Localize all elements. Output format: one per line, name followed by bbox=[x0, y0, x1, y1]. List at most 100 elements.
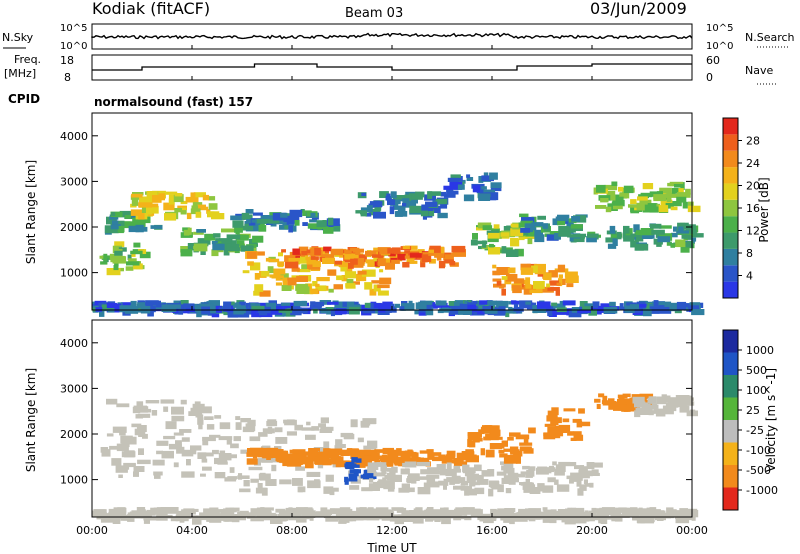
data-cell bbox=[173, 462, 179, 468]
data-cell bbox=[270, 516, 283, 524]
data-cell bbox=[334, 260, 342, 265]
data-cell bbox=[360, 210, 367, 217]
data-cell bbox=[137, 509, 146, 513]
data-cell bbox=[472, 185, 480, 193]
data-cell bbox=[543, 432, 556, 440]
colorbar-tick-label: -500 bbox=[746, 464, 771, 477]
data-cell bbox=[378, 303, 391, 311]
data-cell bbox=[584, 303, 593, 308]
data-cell bbox=[290, 307, 302, 316]
data-cell bbox=[487, 232, 500, 239]
data-cell bbox=[181, 437, 190, 442]
data-cell bbox=[398, 487, 410, 493]
data-cell bbox=[561, 278, 566, 285]
data-cell bbox=[688, 201, 694, 207]
data-cell bbox=[543, 509, 555, 516]
data-cell bbox=[218, 307, 224, 311]
data-cell bbox=[591, 507, 597, 515]
data-cell bbox=[322, 257, 335, 264]
data-cell bbox=[680, 512, 692, 518]
data-cell bbox=[606, 190, 616, 196]
data-cell bbox=[202, 441, 209, 446]
data-cell bbox=[217, 461, 228, 465]
data-cell bbox=[198, 240, 209, 247]
data-cell bbox=[297, 456, 310, 465]
data-cell bbox=[471, 482, 481, 486]
data-cell bbox=[214, 415, 222, 419]
data-cell bbox=[301, 451, 313, 456]
data-cell bbox=[209, 434, 221, 438]
x-tick-label: 00:00 bbox=[76, 524, 108, 537]
data-cell bbox=[485, 433, 499, 441]
data-cell bbox=[557, 214, 570, 219]
data-cell bbox=[449, 512, 458, 519]
data-cell bbox=[295, 466, 305, 471]
data-cell bbox=[497, 270, 510, 275]
data-cell bbox=[589, 472, 600, 476]
data-cell bbox=[682, 515, 693, 521]
data-cell bbox=[497, 508, 511, 512]
data-cell bbox=[611, 515, 622, 522]
colorbar-tick-label: 20 bbox=[746, 180, 760, 193]
data-cell bbox=[193, 196, 199, 204]
data-cell bbox=[183, 303, 195, 312]
data-cell bbox=[315, 283, 320, 287]
data-cell bbox=[123, 462, 136, 468]
data-cell bbox=[655, 409, 666, 417]
data-cell bbox=[350, 247, 360, 252]
data-cell bbox=[476, 187, 485, 194]
data-cell bbox=[547, 308, 553, 317]
data-cell bbox=[575, 507, 585, 515]
nave-label: Nave bbox=[745, 64, 773, 77]
data-cell bbox=[226, 516, 234, 521]
data-cell bbox=[310, 212, 316, 218]
data-cell bbox=[397, 206, 404, 213]
data-cell bbox=[356, 458, 362, 463]
colorbar-tick-label: 28 bbox=[746, 135, 760, 148]
data-cell bbox=[600, 508, 607, 514]
data-cell bbox=[464, 515, 472, 521]
data-cell bbox=[520, 512, 535, 520]
data-cell bbox=[525, 277, 531, 286]
data-cell bbox=[519, 213, 529, 218]
data-cell bbox=[618, 186, 624, 192]
data-cell bbox=[685, 188, 691, 195]
data-cell bbox=[180, 399, 187, 405]
data-cell bbox=[436, 511, 450, 520]
data-cell bbox=[569, 479, 574, 484]
data-cell bbox=[292, 248, 300, 255]
velocity-y-label: Slant Range [km] bbox=[24, 368, 38, 472]
data-cell bbox=[428, 209, 435, 217]
data-cell bbox=[365, 250, 377, 257]
data-cell bbox=[429, 245, 441, 254]
data-cell bbox=[152, 195, 162, 203]
data-cell bbox=[201, 452, 214, 457]
data-cell bbox=[301, 264, 307, 270]
data-cell bbox=[506, 249, 519, 257]
data-cell bbox=[489, 172, 498, 180]
data-cell bbox=[128, 225, 139, 233]
data-cell bbox=[326, 218, 340, 226]
data-cell bbox=[374, 204, 382, 211]
data-cell bbox=[173, 194, 184, 203]
data-cell bbox=[360, 304, 368, 311]
data-cell bbox=[664, 406, 674, 415]
y-tick-label: 2000 bbox=[60, 221, 88, 234]
data-cell bbox=[110, 224, 119, 230]
data-cell bbox=[133, 242, 141, 248]
data-cell bbox=[391, 247, 401, 254]
data-cell bbox=[346, 301, 355, 309]
y-tick-label: 1000 bbox=[60, 267, 88, 280]
data-cell bbox=[367, 462, 374, 468]
data-cell bbox=[311, 426, 320, 431]
data-cell bbox=[316, 277, 330, 282]
data-cell bbox=[309, 305, 322, 310]
data-cell bbox=[607, 203, 618, 211]
data-cell bbox=[219, 238, 233, 244]
data-cell bbox=[280, 304, 288, 312]
colorbar-band bbox=[723, 199, 738, 217]
data-cell bbox=[665, 202, 674, 209]
data-cell bbox=[404, 201, 416, 208]
data-cell bbox=[369, 478, 374, 483]
data-cell bbox=[466, 174, 471, 178]
